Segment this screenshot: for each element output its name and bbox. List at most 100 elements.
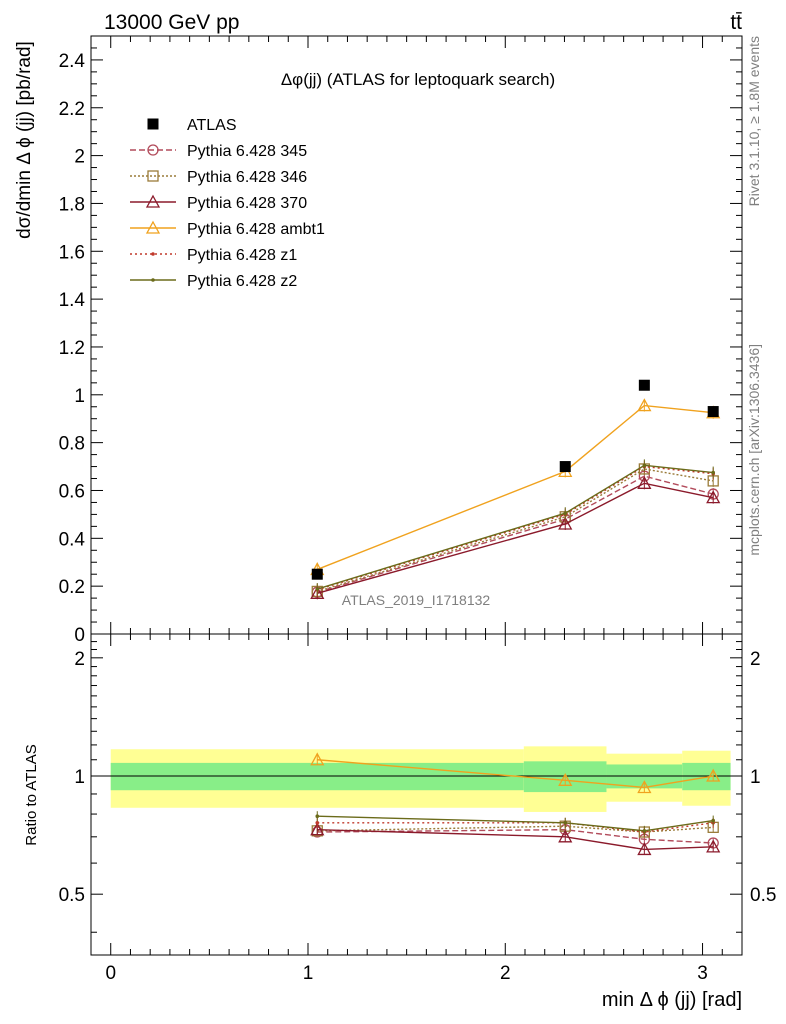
legend-entry: Pythia 6.428 345 — [130, 143, 307, 160]
ratio-point — [706, 768, 721, 782]
ratio-point — [637, 842, 652, 856]
ratio-point — [315, 820, 320, 825]
atlas-data-point — [311, 568, 323, 580]
series-ratio-2 — [310, 822, 721, 856]
ratio-point — [315, 814, 320, 818]
ratio-y-tick-label: 1 — [74, 767, 85, 788]
x-tick-label: 0 — [105, 963, 116, 984]
ratio-series-line — [317, 828, 714, 844]
ratio-point — [558, 772, 573, 786]
legend-entry: Pythia 6.428 z2 — [130, 273, 297, 290]
x-tick-label: 2 — [500, 963, 511, 984]
series-layer — [310, 379, 721, 856]
axis-ticks: 0.2 0.4 0.6 0.8 1 1.2 1.4 1.6 1.8 2 2.2 2.4 0 0 1 2 3 0.5… — [59, 35, 776, 984]
legend-entry: ATLAS — [147, 117, 237, 134]
series-line — [317, 468, 714, 593]
data-point — [711, 470, 715, 475]
legend-entry: Pythia 6.428 370 — [130, 194, 307, 212]
data-point — [637, 398, 652, 412]
ratio-series-line — [317, 828, 714, 851]
ratio-y-tick-label-right: 0.5 — [750, 885, 776, 906]
series-line — [317, 475, 714, 593]
legend-marker — [147, 118, 159, 130]
legend-marker — [145, 194, 161, 208]
series-main-0 — [311, 470, 719, 599]
atlas-data-point — [638, 379, 650, 391]
data-point — [563, 511, 568, 516]
ratio-point — [711, 818, 715, 823]
y-tick-label: 2 — [74, 147, 85, 168]
ratio-frame — [90, 633, 743, 956]
data-point — [706, 490, 721, 504]
rivet-version: Rivet 3.1.10, ≥ 1.8M events — [746, 36, 762, 206]
y-tick-label-zero: 0 — [74, 625, 85, 646]
legend-marker — [151, 252, 155, 256]
y-tick-label: 2.4 — [59, 51, 86, 72]
data-point — [558, 516, 573, 530]
legend-label: Pythia 6.428 z2 — [187, 273, 297, 290]
series-ratio-5 — [315, 811, 715, 836]
series-line — [317, 465, 714, 591]
ratio-point — [310, 822, 325, 836]
y-tick-label: 0.6 — [59, 481, 85, 502]
ratio-y-axis-label: Ratio to ATLAS — [23, 744, 40, 845]
ratio-point — [310, 752, 325, 766]
legend-label: Pythia 6.428 z1 — [187, 247, 297, 264]
series-atlas-data — [311, 379, 719, 580]
legend-label: Pythia 6.428 ambt1 — [187, 221, 325, 238]
y-tick-label: 1 — [74, 386, 85, 407]
x-tick-label: 1 — [303, 963, 314, 984]
ratio-point — [637, 780, 652, 794]
mcplots-credit: mcplots.cern.ch [arXiv:1306.3436] — [746, 344, 762, 556]
x-tick-label: 3 — [697, 963, 708, 984]
series-line — [317, 464, 714, 590]
data-point — [642, 463, 647, 468]
legend-label: ATLAS — [187, 117, 237, 134]
y-tick-label: 1.2 — [59, 338, 85, 359]
series-line — [317, 404, 714, 571]
ratio-point — [642, 829, 647, 833]
atlas-data-point — [559, 461, 571, 473]
legend-label: Pythia 6.428 346 — [187, 169, 307, 186]
y-tick-label: 1.6 — [59, 242, 85, 263]
plot-title: Δφ(jj) (ATLAS for leptoquark search) — [281, 70, 555, 89]
y-tick-label: 1.4 — [59, 290, 86, 311]
band-inner — [110, 762, 524, 791]
ratio-point — [706, 839, 721, 853]
data-point — [637, 475, 652, 489]
y-tick-label: 0.8 — [59, 434, 85, 455]
ratio-uncertainty-bands — [110, 746, 731, 812]
ratio-y-tick-label: 2 — [74, 649, 85, 670]
legend-entry: Pythia 6.428 346 — [130, 169, 307, 186]
series-ratio-3 — [310, 752, 721, 794]
ratio-series-line — [317, 815, 714, 832]
series-main-2 — [310, 475, 721, 600]
y-tick-label: 1.8 — [59, 194, 85, 215]
series-line — [317, 482, 714, 595]
ratio-point — [558, 829, 573, 843]
legend: ATLAS Pythia 6.428 345 Pythia 6.428 346 Pyt… — [130, 117, 325, 290]
legend-marker — [145, 220, 161, 234]
legend-marker — [147, 170, 159, 182]
series-main-5 — [315, 459, 715, 596]
y-tick-label: 0.2 — [59, 577, 85, 598]
ratio-y-tick-label: 0.5 — [59, 885, 85, 906]
series-main-3 — [310, 398, 721, 576]
legend-entry: Pythia 6.428 ambt1 — [130, 220, 325, 238]
ratio-series-line — [317, 825, 714, 833]
ratio-point — [563, 820, 568, 825]
legend-entry: Pythia 6.428 z1 — [130, 247, 297, 264]
watermark: ATLAS_2019_I1718132 — [342, 592, 491, 608]
header-left: 13000 GeV pp — [104, 11, 239, 34]
legend-label: Pythia 6.428 345 — [187, 143, 307, 160]
ratio-y-tick-label-right: 1 — [750, 767, 761, 788]
data-point — [310, 585, 325, 599]
atlas-data-point — [707, 406, 719, 418]
legend-marker — [147, 144, 159, 156]
ratio-y-tick-label-right: 2 — [750, 649, 761, 670]
header-right: tt̄ — [730, 11, 742, 34]
data-point — [315, 587, 320, 591]
y-tick-label: 0.4 — [59, 529, 86, 550]
legend-marker — [151, 278, 155, 282]
ratio-series-line — [317, 759, 714, 789]
